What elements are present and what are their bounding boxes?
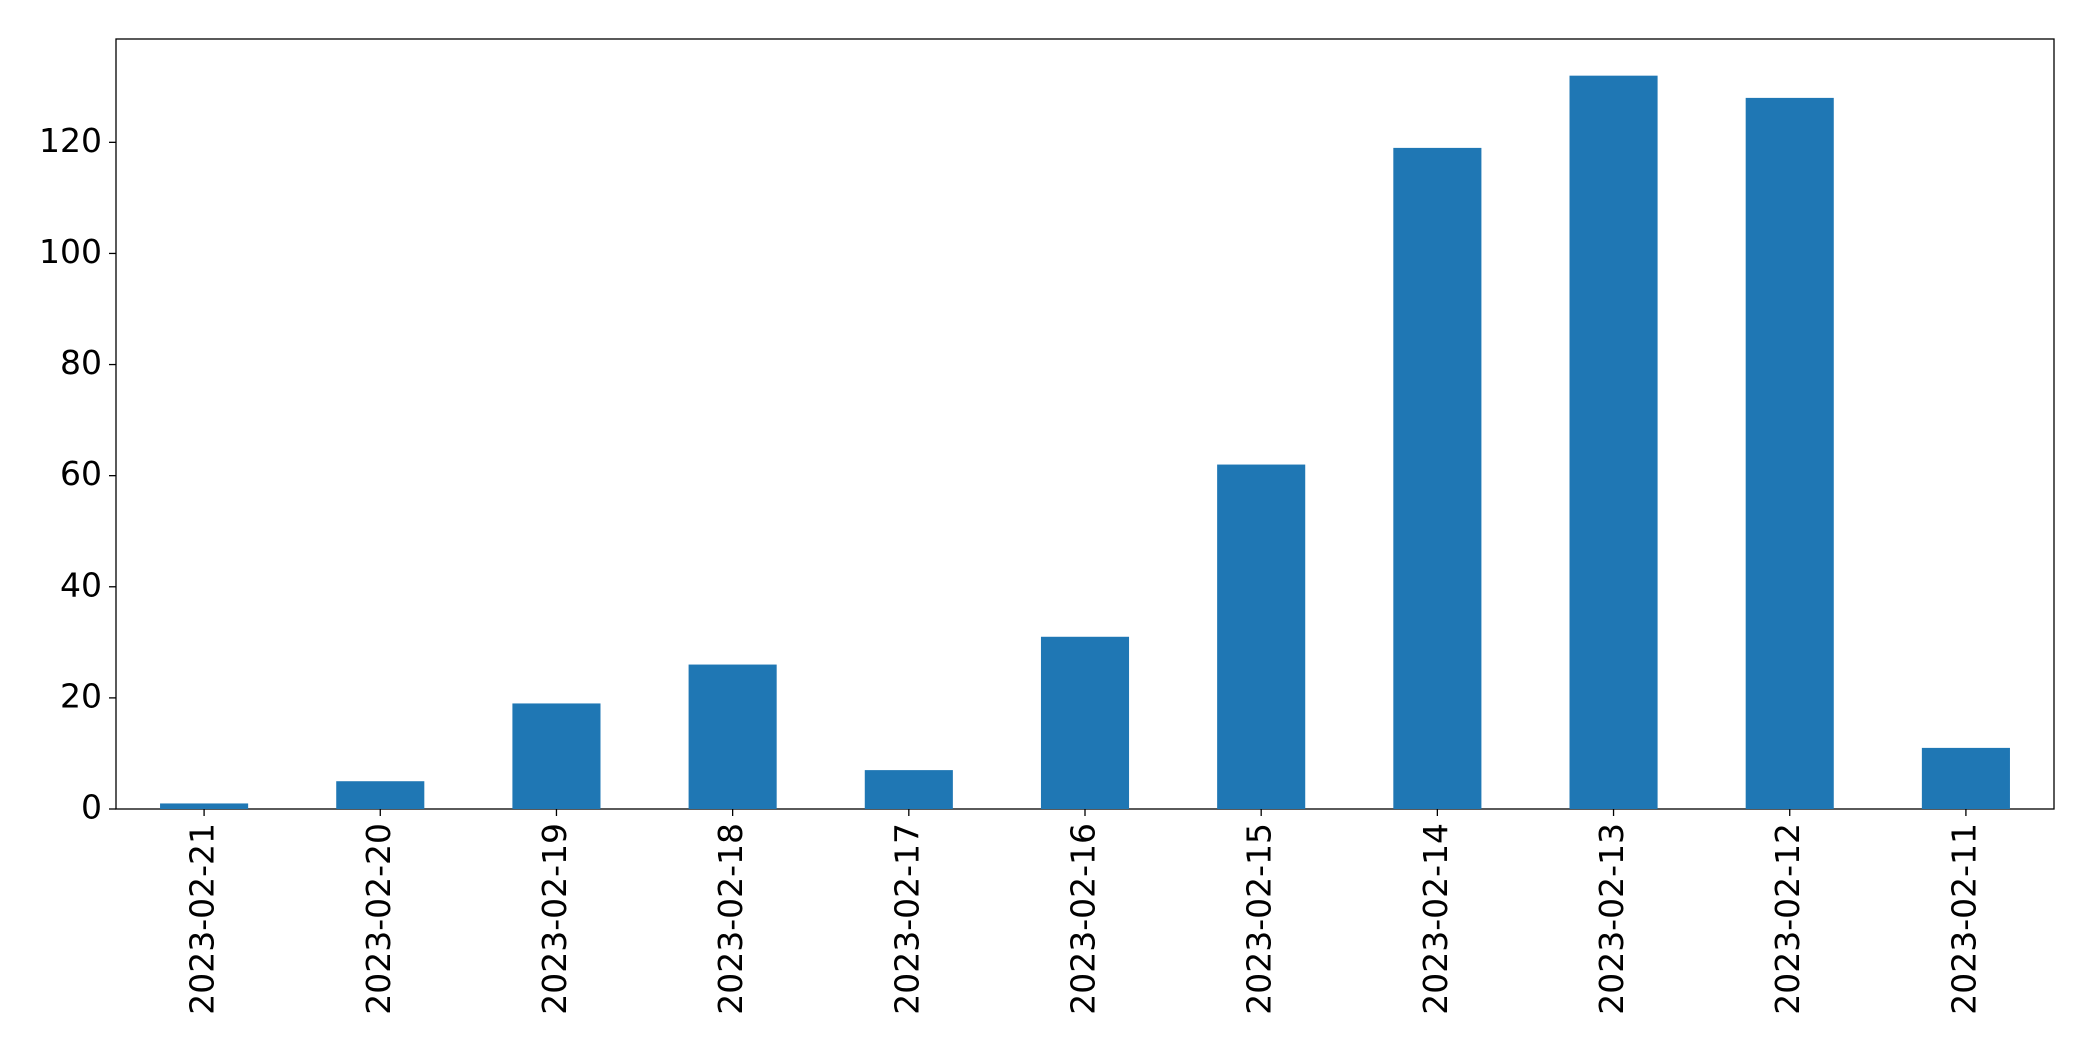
bar [336, 781, 425, 809]
bar [1040, 636, 1130, 809]
x-tick-label: 2023-02-12 [1768, 823, 1807, 1015]
bar [1569, 75, 1658, 809]
bar [1393, 147, 1482, 809]
y-tick-label: 80 [60, 343, 102, 382]
x-tick-label: 2023-02-16 [1064, 823, 1103, 1015]
x-tick-label: 2023-02-18 [711, 823, 750, 1015]
y-tick-label: 0 [81, 788, 102, 827]
bar [1745, 97, 1834, 809]
y-tick-label: 40 [60, 565, 102, 604]
bar [160, 803, 249, 809]
y-tick-label: 100 [39, 232, 102, 271]
bar [1921, 747, 2010, 809]
x-tick-label: 2023-02-21 [183, 823, 222, 1015]
x-tick-label: 2023-02-13 [1592, 823, 1631, 1015]
y-tick-label: 120 [39, 121, 102, 160]
bar [512, 703, 601, 809]
y-tick-label: 60 [60, 454, 102, 493]
bar [688, 664, 777, 809]
x-tick-label: 2023-02-15 [1240, 823, 1279, 1015]
x-tick-label: 2023-02-19 [535, 823, 574, 1015]
y-tick-label: 20 [60, 676, 102, 715]
x-tick-label: 2023-02-17 [887, 823, 926, 1015]
bar [1217, 464, 1306, 809]
bar [864, 770, 953, 809]
x-tick-label: 2023-02-11 [1944, 823, 1983, 1015]
x-tick-label: 2023-02-20 [359, 823, 398, 1015]
x-tick-label: 2023-02-14 [1416, 823, 1455, 1015]
